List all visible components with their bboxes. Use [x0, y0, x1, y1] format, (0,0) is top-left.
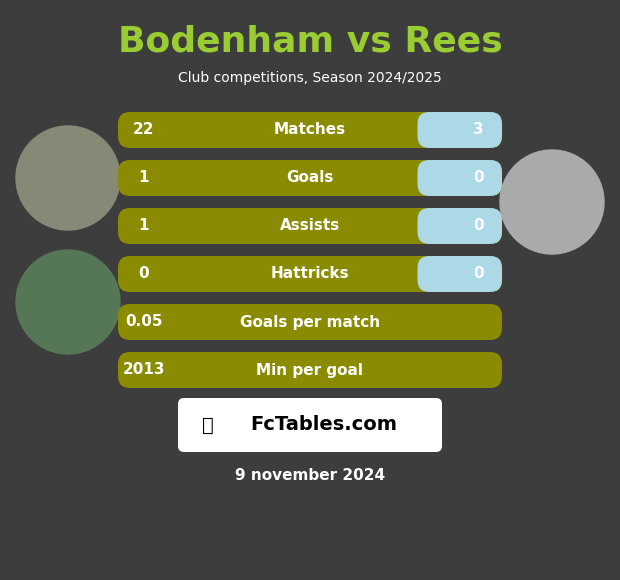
Text: Club competitions, Season 2024/2025: Club competitions, Season 2024/2025: [178, 71, 442, 85]
Circle shape: [16, 250, 120, 354]
Text: FcTables.com: FcTables.com: [250, 415, 397, 434]
Text: 3: 3: [473, 122, 484, 137]
Text: 0: 0: [473, 266, 484, 281]
Text: Matches: Matches: [274, 122, 346, 137]
Text: 22: 22: [133, 122, 155, 137]
FancyBboxPatch shape: [118, 304, 502, 340]
Text: 0: 0: [473, 219, 484, 234]
FancyBboxPatch shape: [417, 208, 502, 244]
FancyBboxPatch shape: [417, 256, 502, 292]
Text: 📊: 📊: [202, 415, 214, 434]
Text: 0: 0: [473, 171, 484, 186]
FancyBboxPatch shape: [118, 208, 502, 244]
Text: Goals per match: Goals per match: [240, 314, 380, 329]
Text: 9 november 2024: 9 november 2024: [235, 469, 385, 484]
FancyBboxPatch shape: [118, 112, 502, 148]
Text: 0: 0: [139, 266, 149, 281]
Text: 1: 1: [139, 171, 149, 186]
FancyBboxPatch shape: [118, 256, 502, 292]
Text: Min per goal: Min per goal: [257, 362, 363, 378]
FancyBboxPatch shape: [118, 352, 502, 388]
FancyBboxPatch shape: [417, 160, 502, 196]
FancyBboxPatch shape: [178, 398, 442, 452]
Text: 2013: 2013: [123, 362, 166, 378]
Text: 0.05: 0.05: [125, 314, 162, 329]
FancyBboxPatch shape: [417, 112, 502, 148]
Circle shape: [16, 126, 120, 230]
Text: Bodenham vs Rees: Bodenham vs Rees: [118, 25, 502, 59]
Circle shape: [500, 150, 604, 254]
Text: Goals: Goals: [286, 171, 334, 186]
Text: Hattricks: Hattricks: [271, 266, 349, 281]
FancyBboxPatch shape: [118, 160, 502, 196]
Text: 1: 1: [139, 219, 149, 234]
Text: Assists: Assists: [280, 219, 340, 234]
